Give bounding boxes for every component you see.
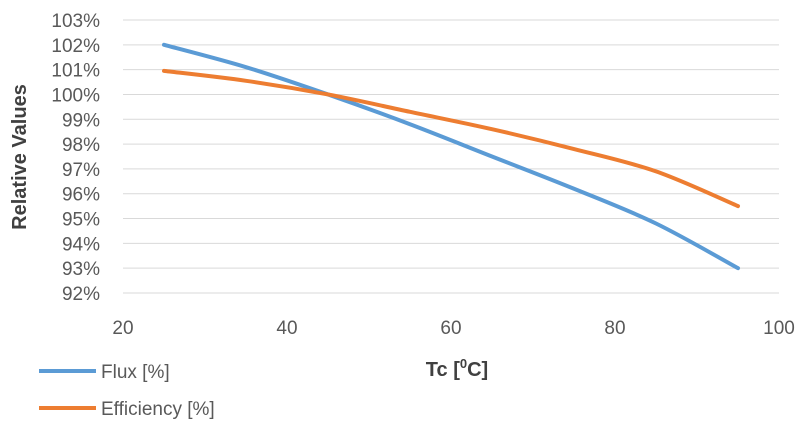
y-tick-label: 95% (62, 210, 100, 231)
legend-label-efficiency: Efficiency [%] (101, 399, 215, 420)
x-tick-label: 80 (604, 318, 625, 339)
y-tick-label: 103% (51, 11, 100, 32)
x-tick-label: 60 (440, 318, 461, 339)
x-tick-label: 20 (112, 318, 133, 339)
x-axis-title-tail: C] (467, 359, 488, 381)
grid-lines (123, 19, 779, 294)
y-tick-label: 102% (51, 36, 100, 57)
y-axis-title: Relative Values (9, 84, 31, 230)
series-lines (162, 42, 740, 271)
y-tick-label: 93% (62, 259, 100, 280)
y-tick-label: 100% (51, 85, 100, 106)
x-axis-tick-labels: 20 40 60 80 100 (112, 318, 794, 339)
y-tick-label: 97% (62, 160, 100, 181)
y-tick-label: 96% (62, 185, 100, 206)
y-tick-label: 94% (62, 234, 100, 255)
x-tick-label: 100 (763, 318, 795, 339)
legend: Flux [%] Efficiency [%] (39, 362, 215, 420)
legend-label-flux: Flux [%] (101, 362, 170, 383)
x-tick-label: 40 (276, 318, 297, 339)
series-line-efficiency (162, 68, 740, 209)
x-axis-title-superscript: 0 (460, 356, 467, 371)
y-axis-tick-labels: 92% 93% 94% 95% 96% 97% 98% 99% 100% 101% 102% 103% (51, 11, 100, 305)
x-axis-title: Tc [0C] (426, 356, 488, 381)
series-line-flux (162, 42, 740, 271)
y-tick-label: 92% (62, 284, 100, 305)
y-tick-label: 101% (51, 61, 100, 82)
y-tick-label: 99% (62, 110, 100, 131)
y-tick-label: 98% (62, 135, 100, 156)
x-axis-title-base: Tc [ (426, 359, 460, 381)
